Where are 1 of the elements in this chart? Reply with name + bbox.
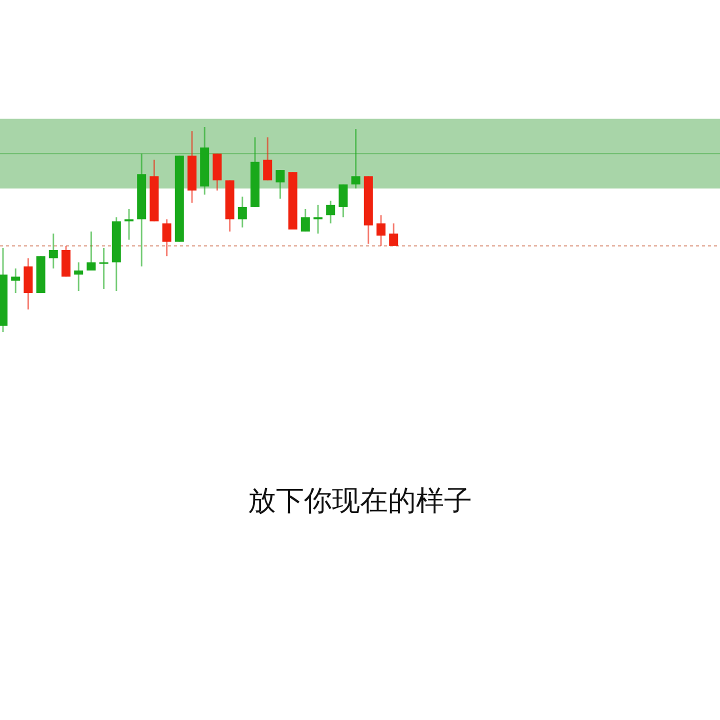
annotation: 放下你现在的样子 <box>248 484 472 517</box>
